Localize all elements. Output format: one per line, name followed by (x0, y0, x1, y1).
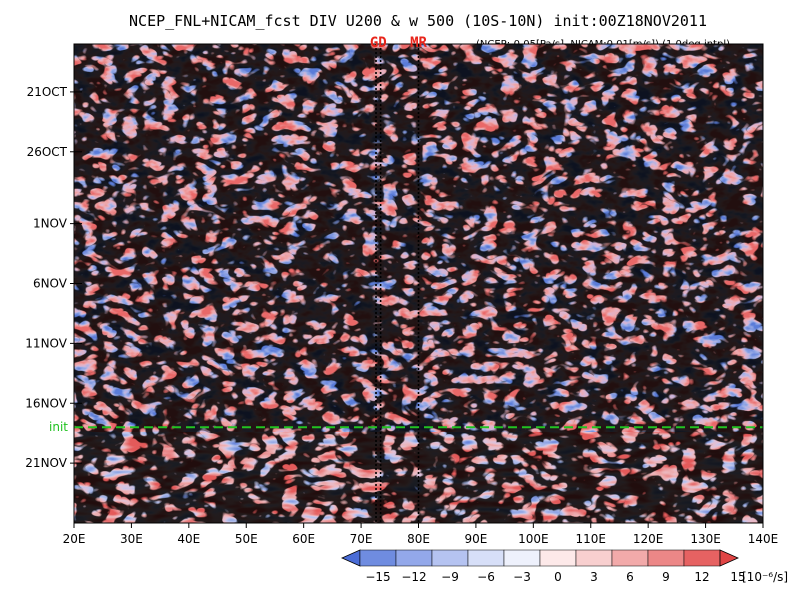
y-tick-label: 1NOV (33, 217, 68, 231)
colorbar-segment (359, 549, 397, 567)
colorbar-segment (683, 549, 721, 567)
x-tick-label: 110E (576, 532, 607, 546)
w500-contours (74, 44, 763, 523)
colorbar-segment (503, 549, 541, 567)
x-tick-label: 40E (177, 532, 200, 546)
x-tick-label: 50E (235, 532, 258, 546)
x-tick-label: 70E (350, 532, 373, 546)
colorbar-segment (467, 549, 505, 567)
y-tick-label: 26OCT (27, 145, 68, 159)
y-axis: 21OCT 26OCT 1NOV 6NOV 11NOV 16NOV 21NOV init (25, 85, 82, 470)
colorbar: −15 −12 −9 −6 −3 0 3 6 9 12 15[10⁻⁶/s] (341, 549, 788, 584)
colorbar-tick-label: −6 (477, 570, 495, 584)
chart-title: NCEP_FNL+NICAM_fcst DIV U200 & w 500 (10… (129, 12, 707, 30)
y-tick-label: 11NOV (25, 336, 67, 350)
colorbar-tick-label: 9 (662, 570, 670, 584)
colorbar-segment (395, 549, 433, 567)
colorbar-segment (575, 549, 613, 567)
init-label: init (49, 420, 68, 434)
x-tick-label: 30E (120, 532, 143, 546)
colorbar-tick-label: −9 (441, 570, 459, 584)
x-tick-label: 80E (407, 532, 430, 546)
colorbar-tick-label: 6 (626, 570, 634, 584)
x-tick-label: 90E (464, 532, 487, 546)
plot-area (74, 44, 763, 523)
station-label: MR (410, 35, 427, 51)
colorbar-high-extend (719, 549, 739, 567)
colorbar-tick-label: 3 (590, 570, 598, 584)
station-label: GD (370, 35, 387, 51)
y-tick-label: 6NOV (33, 277, 68, 291)
x-tick-label: 60E (292, 532, 315, 546)
colorbar-low-extend (341, 549, 361, 567)
station-markers: GD MR (370, 35, 428, 51)
x-tick-label: 140E (748, 532, 779, 546)
x-tick-label: 20E (63, 532, 86, 546)
colorbar-tick-label: 15 (730, 570, 745, 584)
colorbar-segment (539, 549, 577, 567)
colorbar-segment (431, 549, 469, 567)
colorbar-unit: [10⁻⁶/s] (742, 570, 788, 584)
colorbar-tick-label: −12 (401, 570, 426, 584)
colorbar-tick-label: −15 (365, 570, 390, 584)
colorbar-tick-label: 12 (694, 570, 709, 584)
colorbar-segment (647, 549, 685, 567)
colorbar-tick-label: −3 (513, 570, 531, 584)
x-tick-label: 130E (690, 532, 721, 546)
colorbar-tick-label: 0 (554, 570, 562, 584)
x-tick-label: 100E (518, 532, 549, 546)
y-tick-label: 21OCT (27, 85, 68, 99)
x-tick-label: 120E (633, 532, 664, 546)
y-tick-label: 16NOV (25, 396, 67, 410)
y-tick-label: 21NOV (25, 456, 67, 470)
x-axis: 20E 30E 40E 50E 60E 70E 80E 90E 100E 110E 120E 130E… (63, 523, 779, 546)
colorbar-segment (611, 549, 649, 567)
